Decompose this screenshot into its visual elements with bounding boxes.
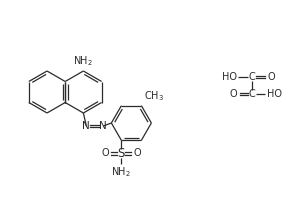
Text: HO: HO xyxy=(222,72,237,82)
Text: O: O xyxy=(267,72,275,82)
Text: O: O xyxy=(133,148,141,158)
Text: S: S xyxy=(118,147,125,160)
Text: C: C xyxy=(249,72,255,82)
Text: O: O xyxy=(229,89,237,99)
Text: N: N xyxy=(99,121,107,131)
Text: NH$_2$: NH$_2$ xyxy=(73,54,93,68)
Text: O: O xyxy=(102,148,110,158)
Text: N: N xyxy=(83,121,90,131)
Text: CH$_3$: CH$_3$ xyxy=(144,89,164,103)
Text: C: C xyxy=(249,89,255,99)
Text: HO: HO xyxy=(267,89,282,99)
Text: NH$_2$: NH$_2$ xyxy=(111,165,131,179)
